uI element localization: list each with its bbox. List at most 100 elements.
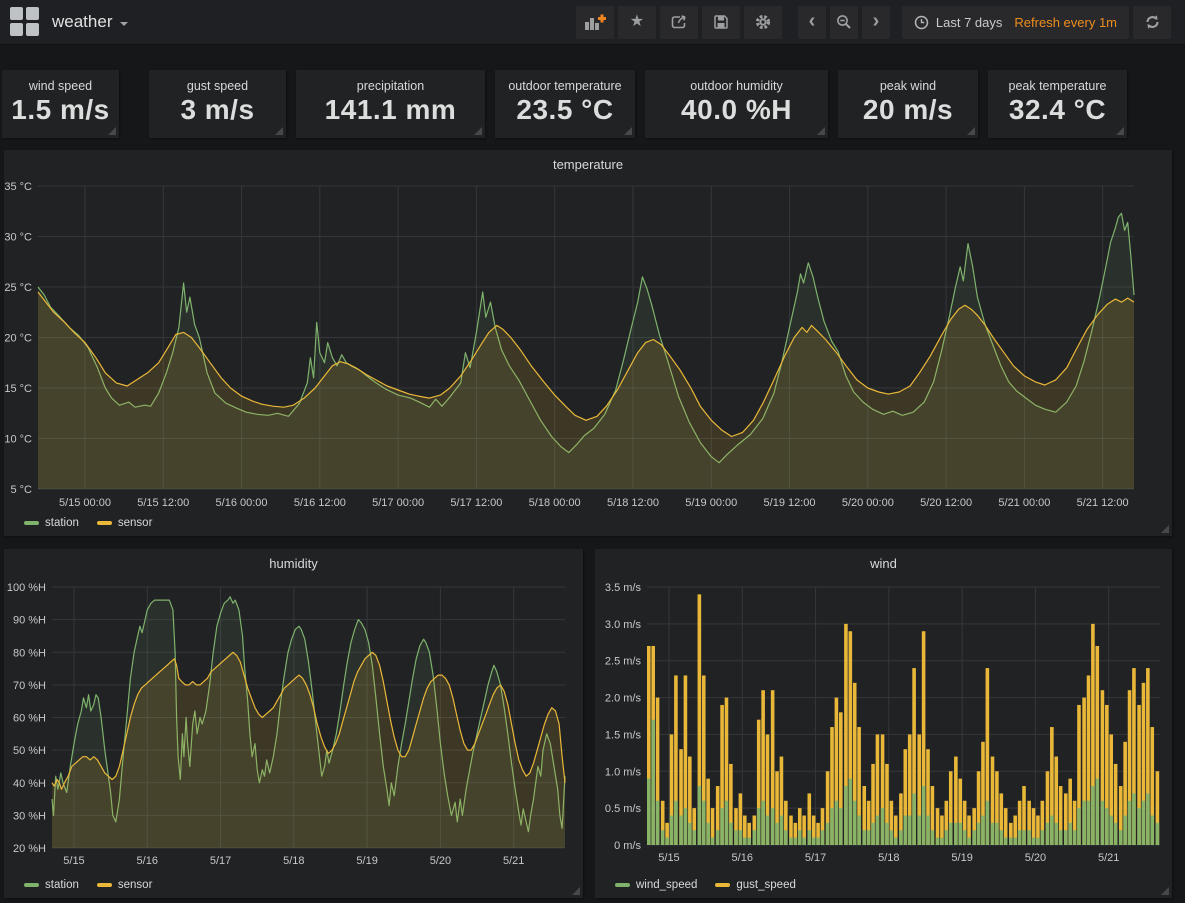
svg-text:60 %H: 60 %H [13,713,46,725]
refresh-interval-label[interactable]: Refresh every 1m [1014,15,1117,30]
temperature-plot[interactable]: 5/15 00:005/15 12:005/16 00:005/16 12:00… [4,150,1172,536]
legend-label: gust_speed [736,879,795,891]
stat-title[interactable]: outdoor temperature [495,79,635,93]
save-button[interactable] [702,6,740,39]
svg-text:5/20: 5/20 [1025,852,1046,864]
stat-value: 20 m/s [838,94,978,126]
svg-text:5/16 00:00: 5/16 00:00 [216,497,268,509]
stat-title[interactable]: wind speed [2,79,119,93]
svg-text:5/19 00:00: 5/19 00:00 [685,497,737,509]
save-icon [713,14,729,30]
stat-value: 32.4 °C [988,94,1127,126]
legend-color-chip [97,883,112,887]
time-range-picker[interactable]: Last 7 days Refresh every 1m [902,6,1129,39]
legend-item-station[interactable]: station [24,879,79,891]
svg-text:5/20 12:00: 5/20 12:00 [920,497,972,509]
add-panel-button[interactable] [576,6,614,39]
svg-text:5/17 12:00: 5/17 12:00 [450,497,502,509]
time-range-label: Last 7 days [936,15,1003,30]
share-button[interactable] [660,6,698,39]
humidity-plot[interactable]: 5/155/165/175/185/195/205/21100 %H90 %H8… [4,549,583,898]
stat-panel-outdoor-humidity: outdoor humidity40.0 %H [645,70,828,138]
wind-chart: 5/155/165/175/185/195/205/213.5 m/s3.0 m… [595,549,1172,898]
stat-value: 40.0 %H [645,94,828,126]
svg-text:20 %H: 20 %H [13,843,46,855]
stat-panel-peak-wind: peak wind20 m/s [838,70,978,138]
stat-title[interactable]: peak wind [838,79,978,93]
dashboard-title-dropdown[interactable]: weather [52,12,128,32]
dashboard-title: weather [52,12,112,32]
legend-item-sensor[interactable]: sensor [97,879,153,891]
temperature-panel: temperature 5/15 00:005/15 12:005/16 00:… [4,150,1172,536]
stat-title[interactable]: precipitation [296,79,485,93]
humidity-legend: station sensor [24,879,152,891]
svg-text:5/18: 5/18 [878,852,899,864]
stat-title[interactable]: peak temperature [988,79,1127,93]
grafana-logo-icon [26,23,39,36]
svg-text:5/21: 5/21 [1098,852,1119,864]
wind-legend: wind_speed gust_speed [615,879,796,891]
svg-text:5/21 12:00: 5/21 12:00 [1077,497,1129,509]
stat-title[interactable]: gust speed [149,79,286,93]
panel-resize-handle[interactable] [817,127,825,135]
svg-text:1.0 m/s: 1.0 m/s [605,766,642,778]
stat-title[interactable]: outdoor humidity [645,79,828,93]
legend-label: wind_speed [636,879,697,891]
legend-color-chip [24,521,39,525]
legend-color-chip [24,883,39,887]
panel-resize-handle[interactable] [967,127,975,135]
legend-item-station[interactable]: station [24,517,79,529]
stat-panel-peak-temperature: peak temperature32.4 °C [988,70,1127,138]
legend-item-sensor[interactable]: sensor [97,517,153,529]
stat-panel-outdoor-temperature: outdoor temperature23.5 °C [495,70,635,138]
time-back-button[interactable]: ‹ [798,6,826,39]
svg-text:5/16 12:00: 5/16 12:00 [294,497,346,509]
temperature-chart: 5/15 00:005/15 12:005/16 00:005/16 12:00… [4,150,1172,536]
humidity-panel: humidity 5/155/165/175/185/195/205/21100… [4,549,583,898]
svg-text:5/17: 5/17 [805,852,826,864]
zoom-out-icon [836,14,852,30]
refresh-button[interactable] [1133,6,1171,39]
svg-text:5/21 00:00: 5/21 00:00 [998,497,1050,509]
star-button[interactable]: ★ [618,6,656,39]
panel-resize-handle[interactable] [1161,887,1169,895]
wind-panel: wind 5/155/165/175/185/195/205/213.5 m/s… [595,549,1172,898]
zoom-out-button[interactable] [830,6,858,39]
grafana-logo-icon [10,7,23,20]
svg-text:5/15: 5/15 [63,855,84,867]
panel-resize-handle[interactable] [1161,525,1169,533]
panel-resize-handle[interactable] [108,127,116,135]
temperature-panel-title[interactable]: temperature [4,157,1172,172]
navbar-actions: ★ ‹ [572,6,1171,39]
svg-text:3.0 m/s: 3.0 m/s [605,619,642,631]
svg-text:5/21: 5/21 [503,855,524,867]
grafana-logo-icon [10,23,23,36]
temperature-legend: station sensor [24,517,152,529]
stat-panel-gust-speed: gust speed3 m/s [149,70,286,138]
time-forward-button[interactable]: › [862,6,890,39]
svg-text:3.5 m/s: 3.5 m/s [605,582,642,594]
legend-color-chip [615,883,630,887]
panel-resize-handle[interactable] [624,127,632,135]
panel-resize-handle[interactable] [1116,127,1124,135]
svg-text:90 %H: 90 %H [13,615,46,627]
wind-panel-title[interactable]: wind [595,556,1172,571]
legend-item-wind_speed[interactable]: wind_speed [615,879,697,891]
chevron-right-icon: › [873,11,880,31]
stat-value: 1.5 m/s [2,94,119,126]
svg-text:15 °C: 15 °C [4,383,32,395]
settings-button[interactable] [744,6,782,39]
svg-text:5/19: 5/19 [951,852,972,864]
panel-resize-handle[interactable] [275,127,283,135]
svg-text:70 %H: 70 %H [13,680,46,692]
wind-plot[interactable]: 5/155/165/175/185/195/205/213.5 m/s3.0 m… [595,549,1172,898]
svg-text:35 °C: 35 °C [4,181,32,193]
humidity-panel-title[interactable]: humidity [4,556,583,571]
legend-item-gust_speed[interactable]: gust_speed [715,879,795,891]
dashboards-menu-button[interactable] [10,7,40,37]
panel-resize-handle[interactable] [572,887,580,895]
svg-text:0.5 m/s: 0.5 m/s [605,803,642,815]
svg-text:5/18: 5/18 [283,855,304,867]
svg-text:30 %H: 30 %H [13,810,46,822]
panel-resize-handle[interactable] [474,127,482,135]
